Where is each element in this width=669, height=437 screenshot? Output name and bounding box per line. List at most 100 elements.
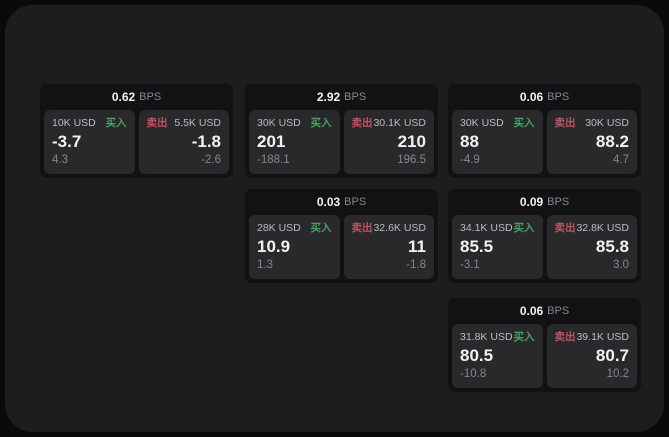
sell-panel-top: 卖出 32.8K USD	[555, 222, 630, 235]
buy-panel-top: 30K USD 买入	[257, 117, 332, 130]
sell-panel-top: 卖出 30.1K USD	[352, 117, 427, 130]
sell-panel[interactable]: 卖出 39.1K USD 80.7 10.2	[546, 324, 637, 388]
bps-header: 0.09 BPS	[452, 189, 637, 215]
buy-size: 10K USD	[52, 117, 96, 129]
quote-card: 0.06 BPS 31.8K USD 买入 80.5 -10.8 卖出 39.1…	[448, 298, 641, 392]
sell-delta: -2.6	[201, 154, 221, 167]
app-window: 0.62 BPS 10K USD 买入 -3.7 4.3 卖出 5.5K USD…	[5, 5, 664, 432]
bps-header: 2.92 BPS	[249, 84, 434, 110]
buy-tag: 买入	[513, 331, 535, 343]
buy-panel-top: 30K USD 买入	[460, 117, 535, 130]
sell-size: 5.5K USD	[174, 117, 221, 129]
buy-price: 10.9	[257, 236, 291, 256]
bps-unit: BPS	[547, 196, 570, 208]
sell-price: 11	[408, 236, 426, 256]
sell-price: 80.7	[595, 345, 629, 365]
buy-price: 80.5	[460, 345, 494, 365]
buy-panel[interactable]: 34.1K USD 买入 85.5 -3.1	[452, 215, 543, 279]
buy-panel[interactable]: 28K USD 买入 10.9 1.3	[249, 215, 340, 279]
buy-panel[interactable]: 31.8K USD 买入 80.5 -10.8	[452, 324, 543, 388]
buy-panel[interactable]: 30K USD 买入 88 -4.9	[452, 110, 543, 174]
bps-value: 0.62	[111, 90, 136, 104]
sell-size: 30.1K USD	[373, 117, 426, 129]
sell-tag: 卖出	[554, 117, 576, 129]
sell-size: 39.1K USD	[576, 331, 629, 343]
buy-price: 85.5	[460, 236, 494, 256]
buy-tag: 买入	[105, 117, 127, 129]
buy-tag: 买入	[310, 222, 332, 234]
buy-panel[interactable]: 10K USD 买入 -3.7 4.3	[44, 110, 135, 174]
sell-panel-top: 卖出 39.1K USD	[555, 331, 630, 344]
sell-size: 32.8K USD	[576, 222, 629, 234]
buy-panel-top: 28K USD 买入	[257, 222, 332, 235]
bps-header: 0.62 BPS	[44, 84, 229, 110]
sell-panel[interactable]: 卖出 30K USD 88.2 4.7	[546, 110, 637, 174]
sell-size: 32.6K USD	[373, 222, 426, 234]
buy-delta: -188.1	[257, 154, 290, 167]
bps-header: 0.06 BPS	[452, 298, 637, 324]
buy-delta: -10.8	[460, 368, 487, 381]
sell-tag: 卖出	[351, 117, 373, 129]
quote-card: 2.92 BPS 30K USD 买入 201 -188.1 卖出 30.1K …	[245, 84, 438, 178]
buy-price: 201	[257, 131, 286, 151]
bps-header: 0.06 BPS	[452, 84, 637, 110]
sell-panel[interactable]: 卖出 32.6K USD 11 -1.8	[343, 215, 434, 279]
buy-price: -3.7	[52, 131, 82, 151]
buy-size: 30K USD	[460, 117, 504, 129]
buy-delta: 1.3	[257, 259, 273, 272]
sell-tag: 卖出	[554, 222, 576, 234]
sell-price: 85.8	[595, 236, 629, 256]
quote-card: 0.62 BPS 10K USD 买入 -3.7 4.3 卖出 5.5K USD…	[40, 84, 233, 178]
quote-panels: 28K USD 买入 10.9 1.3 卖出 32.6K USD 11 -1.8	[249, 215, 434, 279]
buy-panel-top: 31.8K USD 买入	[460, 331, 535, 344]
buy-size: 34.1K USD	[460, 222, 513, 234]
quote-panels: 31.8K USD 买入 80.5 -10.8 卖出 39.1K USD 80.…	[452, 324, 637, 388]
buy-panel[interactable]: 30K USD 买入 201 -188.1	[249, 110, 340, 174]
buy-delta: 4.3	[52, 154, 68, 167]
sell-panel[interactable]: 卖出 32.8K USD 85.8 3.0	[546, 215, 637, 279]
buy-panel-top: 34.1K USD 买入	[460, 222, 535, 235]
sell-size: 30K USD	[585, 117, 629, 129]
bps-unit: BPS	[344, 91, 367, 103]
sell-tag: 卖出	[146, 117, 168, 129]
quote-panels: 34.1K USD 买入 85.5 -3.1 卖出 32.8K USD 85.8…	[452, 215, 637, 279]
sell-delta: -1.8	[406, 259, 426, 272]
buy-tag: 买入	[513, 222, 535, 234]
buy-tag: 买入	[310, 117, 332, 129]
quote-card: 0.09 BPS 34.1K USD 买入 85.5 -3.1 卖出 32.8K…	[448, 189, 641, 283]
sell-panel-top: 卖出 30K USD	[555, 117, 630, 130]
bps-value: 0.06	[519, 304, 544, 318]
sell-price: -1.8	[191, 131, 221, 151]
buy-delta: -3.1	[460, 259, 480, 272]
sell-price: 210	[397, 131, 426, 151]
quote-panels: 10K USD 买入 -3.7 4.3 卖出 5.5K USD -1.8 -2.…	[44, 110, 229, 174]
sell-price: 88.2	[595, 131, 629, 151]
bps-unit: BPS	[344, 196, 367, 208]
sell-tag: 卖出	[554, 331, 576, 343]
quote-card: 0.03 BPS 28K USD 买入 10.9 1.3 卖出 32.6K US…	[245, 189, 438, 283]
bps-unit: BPS	[139, 91, 162, 103]
sell-panel[interactable]: 卖出 30.1K USD 210 196.5	[343, 110, 434, 174]
bps-header: 0.03 BPS	[249, 189, 434, 215]
sell-delta: 10.2	[606, 368, 629, 381]
buy-price: 88	[460, 131, 479, 151]
sell-tag: 卖出	[351, 222, 373, 234]
buy-size: 30K USD	[257, 117, 301, 129]
bps-value: 0.03	[316, 195, 341, 209]
sell-panel-top: 卖出 5.5K USD	[147, 117, 222, 130]
sell-panel-top: 卖出 32.6K USD	[352, 222, 427, 235]
quote-panels: 30K USD 买入 201 -188.1 卖出 30.1K USD 210 1…	[249, 110, 434, 174]
quote-panels: 30K USD 买入 88 -4.9 卖出 30K USD 88.2 4.7	[452, 110, 637, 174]
bps-unit: BPS	[547, 305, 570, 317]
bps-unit: BPS	[547, 91, 570, 103]
sell-delta: 4.7	[613, 154, 629, 167]
quote-card: 0.06 BPS 30K USD 买入 88 -4.9 卖出 30K USD 8…	[448, 84, 641, 178]
bps-value: 2.92	[316, 90, 341, 104]
buy-size: 28K USD	[257, 222, 301, 234]
buy-size: 31.8K USD	[460, 331, 513, 343]
sell-delta: 3.0	[613, 259, 629, 272]
sell-panel[interactable]: 卖出 5.5K USD -1.8 -2.6	[138, 110, 229, 174]
sell-delta: 196.5	[397, 154, 426, 167]
buy-panel-top: 10K USD 买入	[52, 117, 127, 130]
buy-delta: -4.9	[460, 154, 480, 167]
